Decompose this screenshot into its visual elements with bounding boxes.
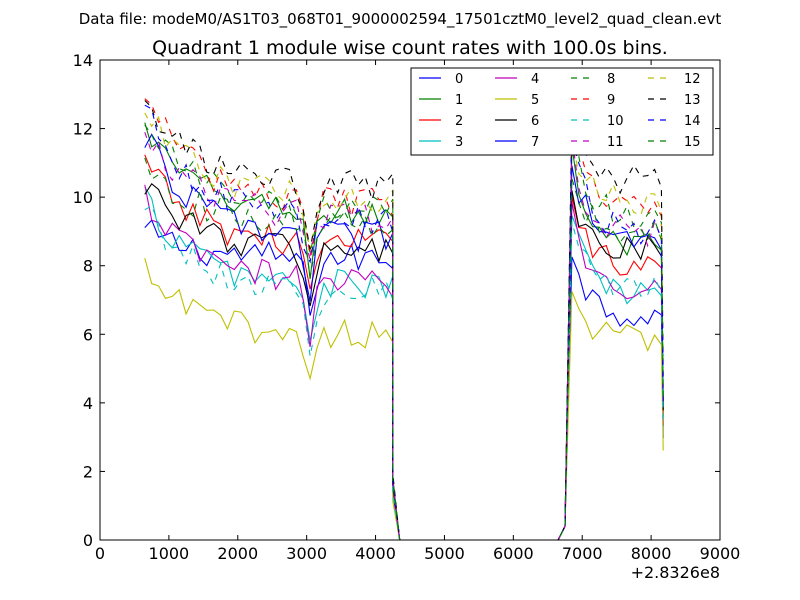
legend-label-7: 7 [531, 135, 539, 150]
x-tick-label: 5000 [424, 544, 465, 563]
chart-title: Quadrant 1 module wise count rates with … [152, 37, 668, 59]
plot-frame [99, 59, 721, 541]
series-line-6 [144, 182, 664, 540]
series-line-4 [144, 184, 664, 540]
x-tick-label: 7000 [562, 544, 603, 563]
y-tick-label: 8 [83, 257, 93, 276]
legend-label-3: 3 [455, 135, 463, 150]
legend-label-13: 13 [684, 93, 701, 108]
x-tick-label: 3000 [286, 544, 327, 563]
x-tick-label: 9000 [700, 544, 741, 563]
y-tick-label: 14 [73, 51, 93, 70]
legend-label-15: 15 [684, 135, 701, 150]
legend-label-11: 11 [607, 135, 624, 150]
x-tick-label: 2000 [217, 544, 258, 563]
y-tick-label: 0 [83, 531, 93, 550]
legend-label-10: 10 [607, 114, 624, 129]
legend-label-12: 12 [684, 72, 701, 87]
y-tick-label: 10 [73, 188, 93, 207]
series-line-10 [144, 205, 664, 540]
legend-label-2: 2 [455, 114, 463, 129]
x-offset-label: +2.8326e8 [631, 563, 720, 582]
legend-label-0: 0 [455, 72, 463, 87]
axis-ticks: 0 1000 2000 3000 4000 5000 6000 7000 8000 9000 0 2 4… [73, 51, 741, 563]
series-line-9 [144, 98, 664, 540]
legend-label-14: 14 [684, 114, 701, 129]
legend-label-4: 4 [531, 72, 539, 87]
series-line-5 [144, 257, 664, 540]
series-line-8 [144, 124, 664, 540]
x-tick-label: 1000 [149, 544, 190, 563]
x-tick-label: 0 [95, 544, 105, 563]
legend-label-9: 9 [607, 93, 615, 108]
legend-label-1: 1 [455, 93, 463, 108]
y-tick-label: 2 [83, 462, 93, 481]
series-line-15 [144, 157, 664, 540]
series-line-2 [144, 154, 664, 540]
x-tick-label: 6000 [493, 544, 534, 563]
y-tick-label: 4 [83, 394, 93, 413]
y-tick-label: 6 [83, 325, 93, 344]
legend-label-8: 8 [607, 72, 615, 87]
legend-label-6: 6 [531, 114, 539, 129]
series-line-3 [144, 186, 664, 540]
legend-label-5: 5 [531, 93, 539, 108]
series-line-14 [144, 104, 664, 540]
y-tick-label: 12 [73, 120, 93, 139]
series-layer [144, 98, 664, 540]
series-line-11 [144, 132, 664, 540]
series-line-13 [144, 100, 664, 540]
series-line-0 [144, 219, 664, 540]
series-line-1 [144, 122, 664, 540]
series-line-12 [144, 112, 664, 540]
x-tick-label: 8000 [631, 544, 672, 563]
x-tick-label: 4000 [355, 544, 396, 563]
data-file-label: Data file: modeM0/AS1T03_068T01_90000025… [79, 10, 722, 29]
